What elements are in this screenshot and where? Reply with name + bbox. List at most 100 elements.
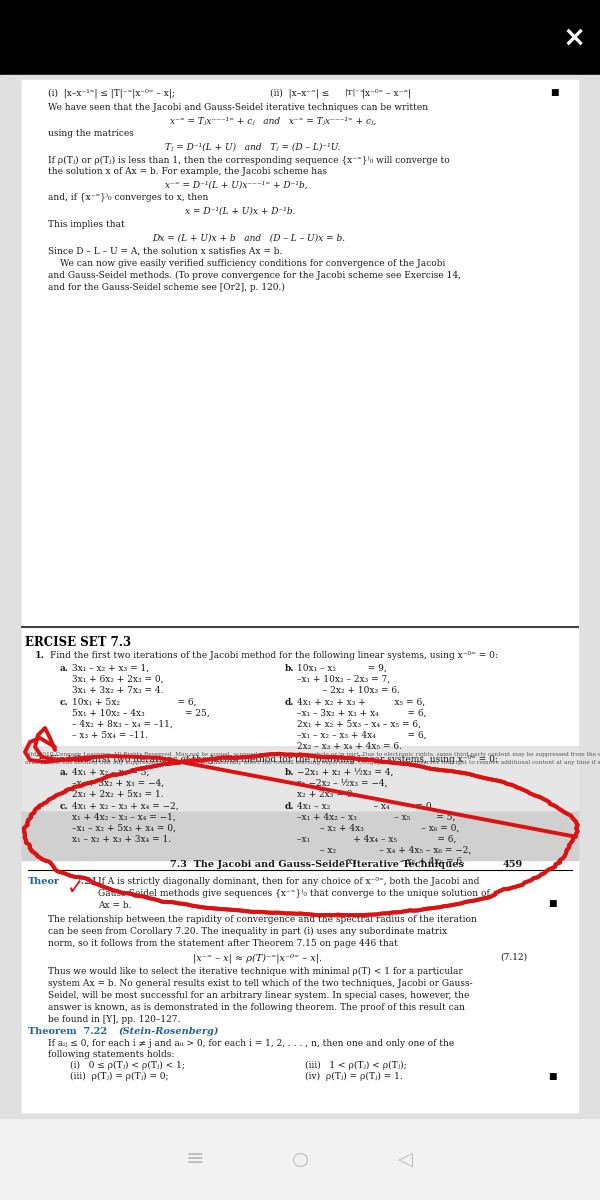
Text: –x₁ + 3x₂ + x₃ = −4,: –x₁ + 3x₂ + x₃ = −4, [72, 779, 164, 788]
Text: a.: a. [60, 664, 69, 673]
Bar [22, 82, 578, 630]
Text: x⁻⁼ = D⁻¹(L + U)x⁻⁻⁻¹⁼ + D⁻¹b,: x⁻⁼ = D⁻¹(L + U)x⁻⁻⁻¹⁼ + D⁻¹b, [165, 181, 308, 190]
Bar [0, 1118, 600, 1200]
Text: Thus we would like to select the iterative technique with minimal ρ(T) < 1 for a: Thus we would like to select the iterati… [48, 967, 463, 976]
Text: –x₁ – 3x₂ + x₃ + x₄          = 6,: –x₁ – 3x₂ + x₃ + x₄ = 6, [297, 709, 427, 718]
Text: 10x₁ – x₂           = 9,: 10x₁ – x₂ = 9, [297, 664, 387, 673]
Text: ✓: ✓ [67, 878, 85, 898]
Text: –x₁ – x₂ – x₃ + 4x₄           = 6,: –x₁ – x₂ – x₃ + 4x₄ = 6, [297, 731, 427, 740]
Text: 4x₁ + x₂ + x₃ +          x₅ = 6,: 4x₁ + x₂ + x₃ + x₅ = 6, [297, 698, 425, 707]
Text: ■: ■ [550, 88, 559, 97]
Text: following statements holds:: following statements holds: [48, 1050, 175, 1058]
Text: ight 2010 Cengage Learning. All Rights Reserved. May not be copied, scanned, or : ight 2010 Cengage Learning. All Rights R… [25, 752, 600, 757]
Text: 7.3  The Jacobi and Gauss-Seidel Iterative Techniques: 7.3 The Jacobi and Gauss-Seidel Iterativ… [170, 860, 464, 869]
Text: We can now give easily verified sufficiency conditions for convergence of the Ja: We can now give easily verified sufficie… [60, 259, 445, 268]
Text: We have seen that the Jacobi and Gauss-Seidel iterative techniques can be writte: We have seen that the Jacobi and Gauss-S… [48, 103, 428, 112]
Text: (iii)   1 < ρ(Tⱼ) < ρ(Tⱼ);: (iii) 1 < ρ(Tⱼ) < ρ(Tⱼ); [305, 1061, 407, 1070]
Text: (Stein-Rosenberg): (Stein-Rosenberg) [118, 1027, 218, 1036]
Text: – x₂               – x₄ + 4x₅ – x₆ = −2,: – x₂ – x₄ + 4x₅ – x₆ = −2, [297, 846, 471, 854]
Text: 2x₂ – x₃ + x₄ + 4x₅ = 6.: 2x₂ – x₃ + x₄ + 4x₅ = 6. [297, 742, 402, 751]
Text: answer is known, as is demonstrated in the following theorem. The proof of this : answer is known, as is demonstrated in t… [48, 1003, 465, 1012]
Text: 3x₁ + 6x₂ + 2x₃ = 0,: 3x₁ + 6x₂ + 2x₃ = 0, [72, 674, 163, 684]
Text: – 2x₂ + 10x₃ = 6.: – 2x₂ + 10x₃ = 6. [297, 686, 400, 695]
Text: ERCISE SET 7.3: ERCISE SET 7.3 [25, 636, 131, 649]
Text: and for the Gauss-Seidel scheme see [Or2], p. 120.): and for the Gauss-Seidel scheme see [Or2… [48, 283, 285, 292]
Text: This implies that: This implies that [48, 220, 125, 229]
Text: ×: × [562, 24, 586, 52]
Text: orial review has deemed that any suppressed content does not materially affect t: orial review has deemed that any suppres… [25, 760, 600, 766]
Text: x₁ + 4x₂ – x₃ – x₄ = −1,: x₁ + 4x₂ – x₃ – x₄ = −1, [72, 814, 176, 822]
Text: |x⁻⁼ – x| ≈ ρ(T)⁻⁼|x⁻⁰⁼ – x|.: |x⁻⁼ – x| ≈ ρ(T)⁻⁼|x⁻⁰⁼ – x|. [193, 953, 322, 962]
Text: (i)  |x–x⁻¹⁼| ≤ |T|⁻⁼|x⁻⁰⁼ – x|;: (i) |x–x⁻¹⁼| ≤ |T|⁻⁼|x⁻⁰⁼ – x|; [48, 88, 175, 97]
Text: ■: ■ [548, 1072, 557, 1081]
Text: c.: c. [60, 802, 69, 811]
Text: Dx = (L + U)x + b   and   (D – L – U)x = b.: Dx = (L + U)x + b and (D – L – U)x = b. [152, 234, 345, 242]
Text: 4x₁ – x₂               – x₄         = 0,: 4x₁ – x₂ – x₄ = 0, [297, 802, 434, 811]
Text: Theorem  7.22: Theorem 7.22 [28, 1027, 107, 1036]
Text: be found in [Y], pp. 120–127.: be found in [Y], pp. 120–127. [48, 1015, 181, 1024]
Text: 3x₁ – x₂ + x₃ = 1,: 3x₁ – x₂ + x₃ = 1, [72, 664, 149, 673]
Bar [22, 857, 578, 1112]
Text: –x₁ + 4x₂ – x₃             – x₅         = 5,: –x₁ + 4x₂ – x₃ – x₅ = 5, [297, 814, 455, 822]
Text: Find the first two iterations of the Jacobi method for the following linear syst: Find the first two iterations of the Jac… [50, 755, 498, 764]
Text: (ii)  |x–x⁻⁼| ≤: (ii) |x–x⁻⁼| ≤ [270, 88, 329, 97]
Text: Since D – L – U = A, the solution x satisfies Ax = b.: Since D – L – U = A, the solution x sati… [48, 247, 283, 256]
Text: x⁻⁼ = Tⱼx⁻⁻⁻¹⁼ + cⱼ   and   x⁻⁼ = Tⱼx⁻⁻⁻¹⁼ + cⱼ,: x⁻⁼ = Tⱼx⁻⁻⁻¹⁼ + cⱼ and x⁻⁼ = Tⱼx⁻⁻⁻¹⁼ +… [170, 116, 376, 126]
Text: ■: ■ [548, 899, 557, 908]
Text: (7.12): (7.12) [500, 953, 527, 962]
Text: – x₂ + 4x₃                    – x₆ = 0,: – x₂ + 4x₃ – x₆ = 0, [297, 824, 459, 833]
Text: norm, so it follows from the statement after Theorem 7.15 on page 446 that: norm, so it follows from the statement a… [48, 938, 398, 948]
Bar [22, 748, 578, 810]
Bar [22, 748, 578, 810]
Text: d.: d. [285, 698, 295, 707]
Text: 10x₁ + 5x₂                    = 6,: 10x₁ + 5x₂ = 6, [72, 698, 197, 707]
Text: 2x₁ + x₂ + 5x₃ – x₄ – x₅ = 6,: 2x₁ + x₂ + 5x₃ – x₄ – x₅ = 6, [297, 720, 421, 728]
Text: Tⱼ = D⁻¹(L + U)   and   Tⱼ = (D – L)⁻¹U.: Tⱼ = D⁻¹(L + U) and Tⱼ = (D – L)⁻¹U. [165, 143, 340, 152]
Text: Theor: Theor [28, 877, 60, 886]
Text: Find the first two iterations of the Jacobi method for the following linear syst: Find the first two iterations of the Jac… [50, 650, 498, 660]
Text: 7.21: 7.21 [74, 877, 97, 886]
Text: Ax = b.: Ax = b. [98, 901, 131, 910]
Text: If aᵢⱼ ≤ 0, for each i ≠ j and aᵢᵢ > 0, for each i = 1, 2, . . . , n, then one a: If aᵢⱼ ≤ 0, for each i ≠ j and aᵢᵢ > 0, … [48, 1039, 454, 1048]
Bar [22, 812, 578, 854]
Text: a.: a. [60, 768, 69, 778]
Text: b.: b. [285, 768, 295, 778]
Text: Seidel, will be most successful for an arbitrary linear system. In special cases: Seidel, will be most successful for an a… [48, 991, 469, 1000]
Text: – x₃ + 5x₄ = –11.: – x₃ + 5x₄ = –11. [72, 731, 148, 740]
Text: 459: 459 [503, 860, 523, 869]
Text: The relationship between the rapidity of convergence and the spectral radius of : The relationship between the rapidity of… [48, 914, 477, 924]
Text: (iii)  ρ(Tⱼ) = ρ(Tⱼ) = 0;: (iii) ρ(Tⱼ) = ρ(Tⱼ) = 0; [70, 1072, 169, 1081]
Bar [22, 812, 578, 860]
Text: d.: d. [285, 802, 295, 811]
Text: x = D⁻¹(L + U)x + D⁻¹b.: x = D⁻¹(L + U)x + D⁻¹b. [185, 206, 296, 216]
Text: ≡: ≡ [185, 1150, 205, 1169]
Text: system Ax = b. No general results exist to tell which of the two techniques, Jac: system Ax = b. No general results exist … [48, 979, 473, 988]
Text: –x₁ – x₂ + 5x₃ + x₄ = 0,: –x₁ – x₂ + 5x₃ + x₄ = 0, [72, 824, 176, 833]
Text: −2x₁ + x₂ + ½x₃ = 4,: −2x₁ + x₂ + ½x₃ = 4, [297, 768, 394, 778]
Text: (i)   0 ≤ ρ(Tⱼ) < ρ(Tⱼ) < 1;: (i) 0 ≤ ρ(Tⱼ) < ρ(Tⱼ) < 1; [70, 1061, 185, 1070]
Text: c.: c. [60, 698, 69, 707]
Text: 4x₁ + x₂ – x₃ = 5,: 4x₁ + x₂ – x₃ = 5, [72, 768, 149, 778]
Text: If ρ(Tⱼ) or ρ(Tⱼ) is less than 1, then the corresponding sequence {x⁻⁼}⁾₀ will c: If ρ(Tⱼ) or ρ(Tⱼ) is less than 1, then t… [48, 156, 450, 166]
Text: (iv)  ρ(Tⱼ) = ρ(Tⱼ) = 1.: (iv) ρ(Tⱼ) = ρ(Tⱼ) = 1. [305, 1072, 403, 1081]
Text: 3x₁ + 3x₂ + 7x₃ = 4.: 3x₁ + 3x₂ + 7x₃ = 4. [72, 686, 163, 695]
Text: |T|⁻⁼: |T|⁻⁼ [345, 88, 365, 96]
Text: x₁ – x₂ + x₃ + 3x₄ = 1.: x₁ – x₂ + x₃ + 3x₄ = 1. [72, 835, 171, 844]
Text: ◁: ◁ [398, 1150, 413, 1169]
Text: x₂ + 2x₃ = 0.: x₂ + 2x₃ = 0. [297, 790, 355, 799]
Bar [0, 0, 600, 74]
Text: x₁ −2x₂ – ½x₃ = −4,: x₁ −2x₂ – ½x₃ = −4, [297, 779, 388, 788]
Text: 2.: 2. [35, 755, 45, 764]
Text: the solution x of Ax = b. For example, the Jacobi scheme has: the solution x of Ax = b. For example, t… [48, 167, 327, 176]
Text: –x₁               + 4x₄ – x₅              = 6,: –x₁ + 4x₄ – x₅ = 6, [297, 835, 457, 844]
Bar [22, 862, 578, 1112]
Text: 5x₁ + 10x₂ – 4x₃              = 25,: 5x₁ + 10x₂ – 4x₃ = 25, [72, 709, 210, 718]
Text: 4x₁ + x₂ – x₃ + x₄ = −2,: 4x₁ + x₂ – x₃ + x₄ = −2, [72, 802, 179, 811]
Text: and, if {x⁻⁼}⁾₀ converges to x, then: and, if {x⁻⁼}⁾₀ converges to x, then [48, 193, 208, 203]
Text: If A is strictly diagonally dominant, then for any choice of x⁻⁰⁼, both the Jaco: If A is strictly diagonally dominant, th… [98, 877, 479, 886]
Text: |x⁻⁰⁼ – x⁻⁼|: |x⁻⁰⁼ – x⁻⁼| [362, 88, 411, 97]
Text: using the matrices: using the matrices [48, 128, 134, 138]
Text: Gauss-Seidel methods give sequences {x⁻⁼}⁾₀ that converge to the unique solution: Gauss-Seidel methods give sequences {x⁻⁼… [98, 889, 490, 899]
Bar [0, 74, 600, 1118]
Text: – x₃               – x₅ + 4x₆ = 6.: – x₃ – x₅ + 4x₆ = 6. [297, 857, 465, 866]
